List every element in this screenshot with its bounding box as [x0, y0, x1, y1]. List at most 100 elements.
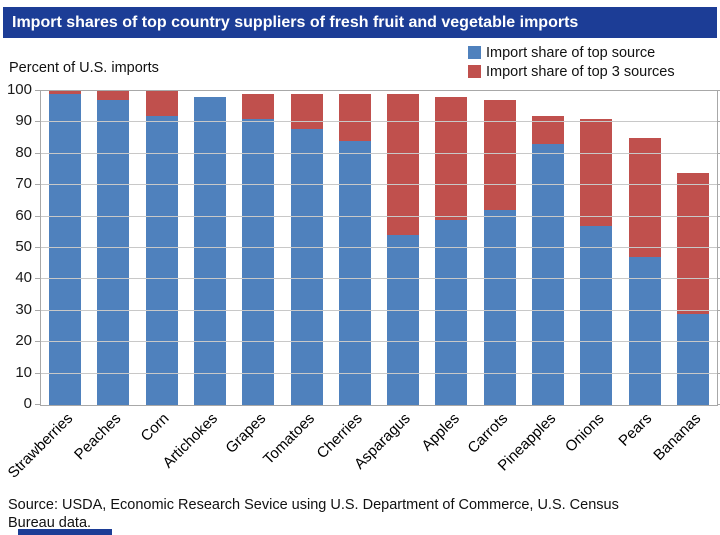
- y-tick-left: [35, 372, 41, 374]
- y-tick-label: 90: [15, 112, 32, 130]
- y-tick-label: 50: [15, 238, 32, 255]
- legend-label: Import share of top 3 sources: [486, 63, 675, 80]
- bar-segment-top-source: [242, 119, 275, 405]
- bar-segment-top3-sources: [145, 91, 178, 117]
- y-tick-left: [35, 309, 41, 311]
- bar: [628, 91, 661, 405]
- y-tick-label: 20: [15, 332, 32, 350]
- bar-segment-top3-sources: [676, 172, 709, 314]
- x-axis-label: Strawberries: [4, 410, 77, 482]
- bar-segment-top3-sources: [242, 94, 275, 120]
- bar-segment-top-source: [387, 235, 420, 405]
- gridline: [41, 247, 717, 248]
- x-axis-label: Tomatoes: [259, 410, 318, 469]
- y-tick-left: [35, 215, 41, 217]
- cropped-next-banner: [18, 529, 112, 535]
- bar-segment-top3-sources: [531, 116, 564, 145]
- bar-slot: [282, 91, 330, 405]
- bar: [290, 91, 323, 405]
- bars: [41, 91, 717, 405]
- y-tick-right: [717, 121, 720, 123]
- y-tick-left: [35, 404, 41, 405]
- bar-segment-top-source: [97, 100, 130, 405]
- bar-segment-top-source: [531, 144, 564, 405]
- y-tick-left: [35, 278, 41, 280]
- bar-slot: [379, 91, 427, 405]
- x-axis-label: Onions: [561, 410, 608, 456]
- bar: [242, 91, 275, 405]
- bar-segment-top3-sources: [435, 97, 468, 220]
- y-tick-label: 80: [15, 143, 32, 161]
- bar: [49, 91, 82, 405]
- bar-slot: [476, 91, 524, 405]
- bar-segment-top-source: [483, 210, 516, 405]
- y-axis-labels: 0 10 20 30 40 50 60 70 80 90 100: [0, 82, 32, 412]
- y-tick-label: 60: [15, 206, 32, 224]
- bar: [483, 91, 516, 405]
- y-tick-label: 40: [15, 269, 32, 287]
- legend-swatch: [468, 65, 481, 78]
- gridline: [41, 372, 717, 374]
- bar-slot: [89, 91, 137, 405]
- y-tick-right: [717, 215, 720, 217]
- y-tick-right: [717, 341, 720, 343]
- y-tick-label: 100: [6, 81, 32, 98]
- x-axis-label: Cherries: [313, 410, 366, 463]
- y-tick-left: [35, 184, 41, 186]
- y-tick-right: [717, 278, 720, 280]
- gridline: [41, 184, 717, 186]
- x-axis-label: Peaches: [71, 410, 125, 464]
- bar-slot: [41, 91, 89, 405]
- bar-segment-top3-sources: [628, 138, 661, 258]
- bar-segment-top3-sources: [580, 119, 613, 227]
- y-tick-left: [35, 341, 41, 343]
- source-note-line1: Source: USDA, Economic Research Sevice u…: [8, 497, 619, 513]
- title-bar: Import shares of top country suppliers o…: [3, 7, 717, 38]
- bar-slot: [427, 91, 475, 405]
- bar-segment-top3-sources: [97, 91, 130, 101]
- y-tick-label: 10: [15, 363, 32, 381]
- y-tick-left: [35, 90, 41, 91]
- y-tick-right: [717, 372, 720, 374]
- y-tick-left: [35, 121, 41, 123]
- bar: [338, 91, 371, 405]
- bar: [145, 91, 178, 405]
- bar-segment-top3-sources: [290, 94, 323, 129]
- bar-segment-top3-sources: [338, 94, 371, 142]
- x-axis-label: Grapes: [222, 410, 270, 457]
- x-axis-label: Asparagus: [351, 410, 415, 473]
- legend-label: Import share of top source: [486, 44, 656, 61]
- bar-slot: [186, 91, 234, 405]
- gridline: [41, 215, 717, 217]
- y-tick-right: [717, 404, 720, 405]
- bar: [97, 91, 130, 405]
- gridline: [41, 121, 717, 123]
- gridline: [41, 309, 717, 311]
- y-tick-right: [717, 152, 720, 154]
- x-axis-label: Corn: [137, 410, 173, 446]
- bar-slot: [669, 91, 717, 405]
- y-tick-label: 0: [23, 395, 32, 412]
- bar-slot: [572, 91, 620, 405]
- gridline: [41, 152, 717, 154]
- y-tick-right: [717, 184, 720, 186]
- bar-segment-top-source: [145, 116, 178, 405]
- bar-slot: [234, 91, 282, 405]
- y-tick-left: [35, 152, 41, 154]
- bar: [435, 91, 468, 405]
- bar-segment-top-source: [435, 219, 468, 405]
- bar: [580, 91, 613, 405]
- gridline: [41, 278, 717, 280]
- bar-segment-top-source: [193, 97, 226, 405]
- bar-segment-top3-sources: [387, 94, 420, 236]
- bar-segment-top3-sources: [483, 100, 516, 211]
- bar-segment-top-source: [290, 128, 323, 405]
- bar-segment-top-source: [628, 257, 661, 405]
- y-tick-label: 30: [15, 300, 32, 318]
- gridline: [41, 341, 717, 343]
- bar: [531, 91, 564, 405]
- bar-segment-top-source: [49, 94, 82, 405]
- y-tick-label: 70: [15, 175, 32, 193]
- bar-slot: [620, 91, 668, 405]
- legend-item-top3-sources: Import share of top 3 sources: [468, 62, 675, 81]
